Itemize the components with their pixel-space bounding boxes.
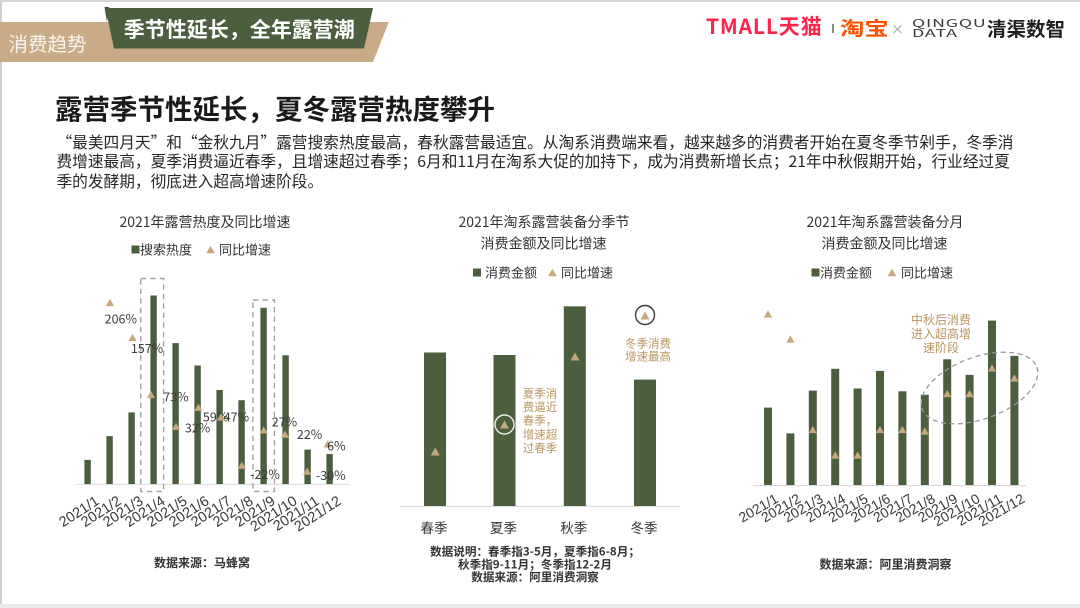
svg-text:2021年淘系露营装备分月: 2021年淘系露营装备分月 bbox=[806, 212, 963, 232]
svg-text:春季，: 春季， bbox=[523, 413, 558, 429]
svg-text:费逼近: 费逼近 bbox=[523, 399, 558, 415]
svg-text:数据来源：阿里消费洞察: 数据来源：阿里消费洞察 bbox=[819, 556, 951, 573]
svg-text:消费金额: 消费金额 bbox=[485, 263, 537, 282]
svg-text:数据来源：阿里消费洞察: 数据来源：阿里消费洞察 bbox=[471, 569, 599, 585]
svg-text:秋季指9-11月；冬季指12-2月: 秋季指9-11月；冬季指12-2月 bbox=[458, 557, 612, 573]
svg-text:157%: 157% bbox=[131, 338, 164, 357]
svg-text:32%: 32% bbox=[185, 418, 211, 437]
svg-text:增速超: 增速超 bbox=[523, 426, 558, 442]
svg-text:47%: 47% bbox=[224, 407, 250, 426]
svg-text:夏季: 夏季 bbox=[490, 517, 517, 537]
svg-text:同比增速: 同比增速 bbox=[219, 240, 271, 259]
svg-text:-30%: -30% bbox=[316, 465, 346, 484]
svg-text:同比增速: 同比增速 bbox=[901, 263, 953, 282]
svg-text:6%: 6% bbox=[327, 436, 346, 455]
svg-text:消费金额及同比增速: 消费金额及同比增速 bbox=[481, 234, 607, 254]
svg-text:春季: 春季 bbox=[421, 517, 448, 537]
svg-text:27%: 27% bbox=[272, 412, 298, 431]
svg-text:2021年露营热度及同比增速: 2021年露营热度及同比增速 bbox=[119, 212, 290, 232]
svg-text:数据说明：春季指3-5月，夏季指6-8月；: 数据说明：春季指3-5月，夏季指6-8月； bbox=[430, 544, 640, 560]
svg-text:中秋后消费: 中秋后消费 bbox=[911, 311, 971, 328]
svg-text:夏季消: 夏季消 bbox=[523, 386, 558, 402]
svg-text:冬季消费: 冬季消费 bbox=[625, 336, 671, 352]
svg-text:搜索热度: 搜索热度 bbox=[140, 240, 192, 259]
svg-text:73%: 73% bbox=[163, 387, 189, 406]
svg-text:同比增速: 同比增速 bbox=[561, 263, 613, 282]
svg-text:进入超高增: 进入超高增 bbox=[911, 325, 971, 342]
svg-text:秋季: 秋季 bbox=[560, 517, 587, 537]
svg-text:过春季: 过春季 bbox=[523, 440, 558, 456]
svg-text:消费金额及同比增速: 消费金额及同比增速 bbox=[822, 234, 948, 254]
svg-text:增速最高: 增速最高 bbox=[625, 349, 671, 365]
svg-text:206%: 206% bbox=[105, 309, 138, 328]
svg-text:59%: 59% bbox=[203, 407, 229, 426]
svg-text:-22%: -22% bbox=[250, 464, 280, 483]
svg-text:冬季: 冬季 bbox=[631, 517, 658, 537]
svg-text:数据来源：马蜂窝: 数据来源：马蜂窝 bbox=[154, 554, 250, 571]
svg-text:22%: 22% bbox=[297, 424, 323, 443]
svg-text:2021年淘系露营装备分季节: 2021年淘系露营装备分季节 bbox=[458, 212, 629, 232]
svg-text:速阶段: 速阶段 bbox=[923, 339, 959, 356]
svg-text:消费金额: 消费金额 bbox=[820, 263, 872, 282]
